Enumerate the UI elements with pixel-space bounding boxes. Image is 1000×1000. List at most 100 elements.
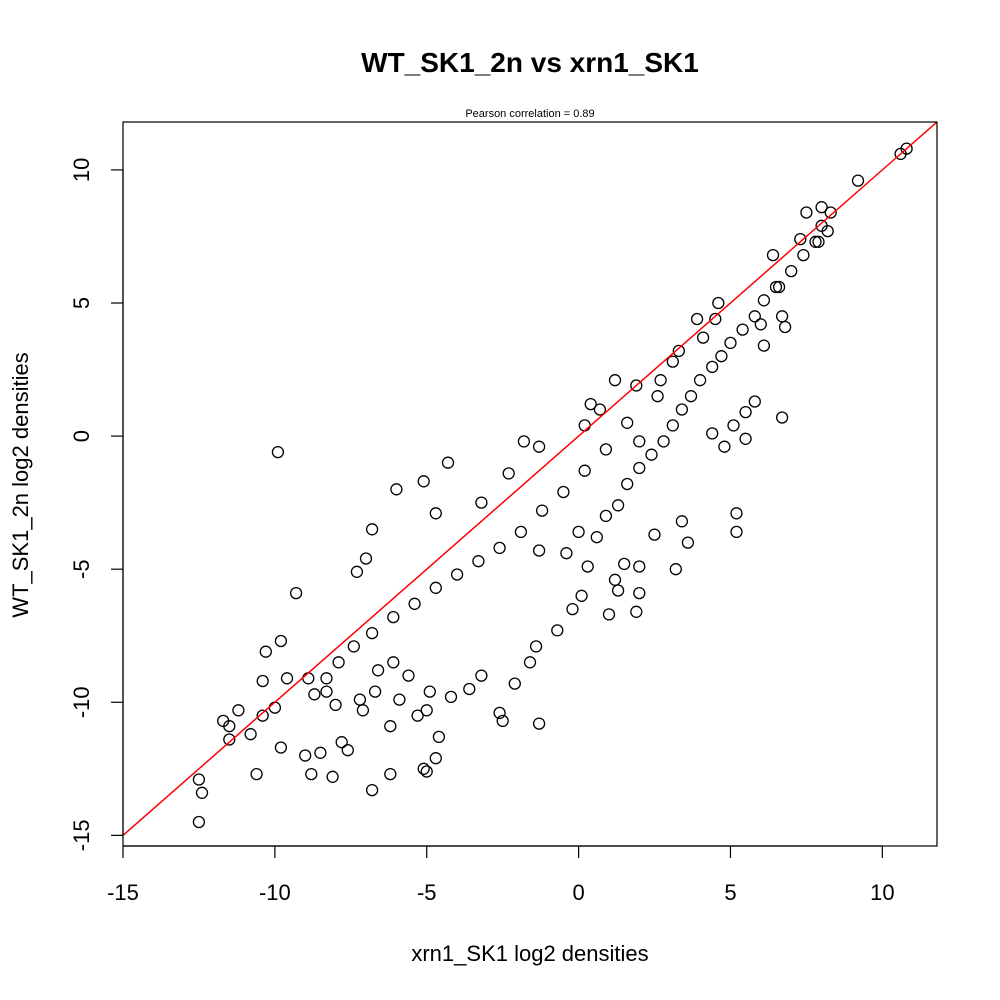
data-point xyxy=(532,544,546,557)
data-point xyxy=(809,235,822,248)
data-point xyxy=(608,374,622,387)
data-point xyxy=(432,730,446,744)
data-point xyxy=(797,248,810,262)
data-point xyxy=(444,690,458,704)
data-point xyxy=(666,419,679,432)
data-point xyxy=(651,390,664,403)
data-point xyxy=(353,693,367,706)
data-point xyxy=(657,435,670,448)
data-point xyxy=(393,693,406,706)
x-tick-label: -10 xyxy=(259,880,291,905)
data-point xyxy=(633,435,646,448)
data-point xyxy=(633,461,646,475)
chart-title: WT_SK1_2n vs xrn1_SK1 xyxy=(361,47,699,78)
data-point xyxy=(618,557,631,571)
data-point xyxy=(350,565,364,578)
data-point xyxy=(305,767,318,781)
data-point xyxy=(347,640,360,653)
data-point xyxy=(420,704,433,717)
data-point xyxy=(402,669,415,682)
data-point xyxy=(739,405,752,419)
data-point xyxy=(268,701,282,714)
data-point xyxy=(611,584,625,597)
data-point xyxy=(785,264,798,278)
data-point xyxy=(259,645,272,658)
data-point xyxy=(289,586,303,600)
data-point xyxy=(384,720,397,733)
data-point xyxy=(529,640,543,653)
x-axis-title: xrn1_SK1 log2 densities xyxy=(411,941,648,966)
data-point xyxy=(365,783,379,797)
data-point xyxy=(709,312,722,326)
data-point xyxy=(551,624,564,637)
x-tick-label: 0 xyxy=(572,880,584,905)
data-point xyxy=(368,685,382,698)
data-point xyxy=(815,201,828,214)
data-point xyxy=(417,475,430,488)
data-point xyxy=(633,560,646,573)
data-point xyxy=(517,435,531,448)
data-point xyxy=(621,416,634,429)
data-point xyxy=(757,294,771,307)
plot-frame xyxy=(122,121,938,847)
data-point xyxy=(775,310,789,323)
data-point xyxy=(630,605,643,618)
data-point xyxy=(696,331,710,344)
data-point xyxy=(496,714,509,728)
data-point xyxy=(769,280,783,294)
data-point xyxy=(693,374,707,387)
data-point xyxy=(681,536,695,549)
data-point xyxy=(578,419,591,432)
data-point xyxy=(593,403,607,416)
data-point xyxy=(611,499,625,512)
data-point xyxy=(715,350,728,363)
y-axis: -15 -10 -5 0 5 10 xyxy=(69,158,124,851)
data-point xyxy=(748,310,761,323)
data-point xyxy=(244,728,257,741)
data-point xyxy=(584,397,597,411)
data-point xyxy=(335,736,348,749)
data-point xyxy=(441,456,455,469)
data-point xyxy=(724,336,737,350)
data-point xyxy=(429,581,442,594)
data-point xyxy=(736,323,749,336)
data-point xyxy=(621,477,634,491)
data-point xyxy=(387,656,400,669)
data-point xyxy=(754,318,767,331)
data-point xyxy=(387,610,400,624)
data-point xyxy=(894,147,907,161)
data-point xyxy=(390,483,403,496)
data-point xyxy=(429,507,442,520)
data-point xyxy=(718,440,731,453)
data-point xyxy=(645,448,658,461)
data-point xyxy=(274,741,288,754)
y-tick-label: 10 xyxy=(69,158,94,182)
data-point xyxy=(730,525,743,539)
data-point xyxy=(475,669,488,682)
data-point xyxy=(271,445,285,459)
data-point xyxy=(341,744,354,757)
data-point xyxy=(669,563,682,576)
data-point xyxy=(359,552,373,565)
data-point xyxy=(566,602,579,616)
data-point xyxy=(472,555,485,568)
data-point xyxy=(532,717,546,730)
data-point xyxy=(192,773,206,786)
y-tick-label: -15 xyxy=(69,819,94,851)
data-point xyxy=(581,560,594,573)
data-point xyxy=(812,235,825,248)
data-point xyxy=(320,672,333,685)
chart-subtitle: Pearson correlation = 0.89 xyxy=(465,108,594,120)
data-point xyxy=(578,464,591,477)
data-point xyxy=(417,762,430,775)
data-point xyxy=(633,586,646,600)
data-point xyxy=(192,815,206,829)
y-tick-label: -5 xyxy=(69,559,94,579)
data-point xyxy=(778,320,792,334)
data-point xyxy=(815,219,828,232)
data-point xyxy=(608,573,622,586)
data-point xyxy=(365,523,379,536)
data-point xyxy=(794,232,807,246)
data-point xyxy=(326,770,339,783)
